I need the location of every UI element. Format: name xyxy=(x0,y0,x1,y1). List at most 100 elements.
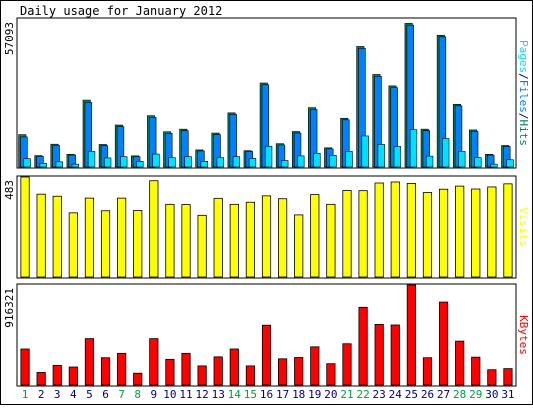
bar-visits-day-7 xyxy=(117,197,127,278)
x-tick-label-day-9: 9 xyxy=(151,388,158,401)
bar-visits-day-17 xyxy=(278,198,288,278)
bar-pages-day-7 xyxy=(120,156,128,168)
bar-kbytes-day-16 xyxy=(261,324,272,386)
bar-visits-day-26 xyxy=(422,192,433,278)
legend-entry-files: Files xyxy=(517,80,530,113)
bar-visits-day-8 xyxy=(133,210,143,278)
x-tick-label-day-7: 7 xyxy=(118,388,125,401)
bar-visits-day-3 xyxy=(52,195,62,278)
bar-pages-day-18 xyxy=(297,155,305,168)
x-tick-label-day-24: 24 xyxy=(389,388,403,401)
bar-kbytes-day-1 xyxy=(20,348,30,386)
bar-visits-day-10 xyxy=(165,203,175,278)
bar-pages-day-22 xyxy=(361,135,369,168)
bar-kbytes-day-24 xyxy=(390,324,400,386)
x-tick-label-day-18: 18 xyxy=(292,388,305,401)
bar-visits-day-29 xyxy=(471,188,481,278)
bar-kbytes-day-20 xyxy=(326,363,336,386)
bar-pages-day-21 xyxy=(345,151,353,168)
bar-kbytes-day-6 xyxy=(100,357,111,386)
bar-pages-day-19 xyxy=(313,152,321,168)
x-tick-label-day-15: 15 xyxy=(244,388,257,401)
bar-pages-day-13 xyxy=(216,157,224,168)
bar-visits-day-4 xyxy=(68,212,78,278)
chart-panels: 57093Pages/Files/Hits483Visits916321KByt… xyxy=(3,17,530,387)
bar-kbytes-day-15 xyxy=(245,365,255,386)
bar-visits-day-16 xyxy=(261,195,272,278)
bar-visits-day-27 xyxy=(438,188,449,278)
bar-kbytes-day-19 xyxy=(310,346,320,386)
bar-visits-day-13 xyxy=(213,197,223,278)
bar-pages-day-4 xyxy=(71,163,80,168)
bar-visits-day-21 xyxy=(342,190,352,278)
x-tick-label-day-11: 11 xyxy=(179,388,192,401)
bar-visits-day-2 xyxy=(36,193,46,278)
x-tick-label-day-6: 6 xyxy=(102,388,109,401)
bar-visits-day-23 xyxy=(374,182,384,278)
bar-visits-day-1 xyxy=(20,176,30,278)
panel-max-label-hits: 57093 xyxy=(3,22,16,55)
x-tick-label-day-12: 12 xyxy=(195,388,208,401)
x-tick-label-day-13: 13 xyxy=(212,388,225,401)
x-tick-label-day-21: 21 xyxy=(340,388,353,401)
bar-kbytes-day-29 xyxy=(471,356,481,386)
x-tick-label-day-31: 31 xyxy=(501,388,514,401)
x-tick-label-day-16: 16 xyxy=(260,388,273,401)
bar-visits-day-6 xyxy=(100,210,111,278)
bar-visits-day-15 xyxy=(245,201,255,278)
x-tick-label-day-19: 19 xyxy=(308,388,321,401)
x-axis-day-labels: 1 2 3 4 5 6 7 8 9 10 11 12 13 14 15 16 17 18 19 20 21 22 23 24 2… xyxy=(22,388,515,401)
panel-max-label-kbytes: 916321 xyxy=(3,288,16,328)
legend-entry-hits: Hits xyxy=(517,120,530,147)
x-tick-label-day-4: 4 xyxy=(70,388,77,401)
x-tick-label-day-23: 23 xyxy=(373,388,386,401)
bar-pages-day-9 xyxy=(152,153,160,168)
bar-pages-day-24 xyxy=(393,146,402,168)
bar-visits-day-28 xyxy=(455,185,465,278)
bar-kbytes-day-7 xyxy=(117,352,127,386)
legend-entry-pages: Pages xyxy=(517,40,530,73)
bar-visits-day-9 xyxy=(149,180,159,278)
bar-visits-day-30 xyxy=(487,186,497,278)
bar-kbytes-day-22 xyxy=(358,306,368,386)
bar-pages-day-11 xyxy=(184,156,192,168)
x-tick-label-day-14: 14 xyxy=(228,388,242,401)
bar-pages-day-30 xyxy=(490,163,498,168)
panel-legend-hits: Pages/Files/Hits xyxy=(517,40,530,146)
x-tick-label-day-30: 30 xyxy=(485,388,498,401)
bar-kbytes-day-17 xyxy=(278,358,288,386)
x-tick-label-day-25: 25 xyxy=(405,388,418,401)
x-tick-label-day-29: 29 xyxy=(469,388,482,401)
bar-pages-day-6 xyxy=(103,157,112,168)
bar-kbytes-day-9 xyxy=(149,338,159,386)
panel-legend-kbytes: KBytes xyxy=(517,315,530,355)
legend-entry-separator: / xyxy=(517,73,530,80)
legend-entry-separator: / xyxy=(517,113,530,120)
legend-entry-kbytes: KBytes xyxy=(517,315,530,355)
bar-visits-day-25 xyxy=(406,183,416,278)
x-tick-label-day-1: 1 xyxy=(22,388,29,401)
bar-kbytes-day-14 xyxy=(229,348,239,386)
chart-title: Daily usage for January 2012 xyxy=(20,4,222,18)
bar-pages-day-27 xyxy=(441,138,450,168)
bar-pages-day-23 xyxy=(377,144,385,168)
bar-pages-day-29 xyxy=(474,157,482,168)
bar-kbytes-day-31 xyxy=(503,368,513,386)
x-tick-label-day-17: 17 xyxy=(276,388,289,401)
bar-visits-day-11 xyxy=(181,204,191,278)
bar-pages-day-26 xyxy=(425,155,434,168)
x-tick-label-day-20: 20 xyxy=(324,388,337,401)
x-tick-label-day-2: 2 xyxy=(38,388,45,401)
bar-visits-day-20 xyxy=(326,203,336,278)
bar-pages-day-28 xyxy=(458,151,466,168)
bar-visits-day-12 xyxy=(197,214,207,278)
bar-pages-day-25 xyxy=(409,129,418,168)
x-tick-label-day-5: 5 xyxy=(86,388,93,401)
bar-kbytes-day-23 xyxy=(374,324,384,386)
x-tick-label-day-28: 28 xyxy=(453,388,466,401)
bar-kbytes-day-25 xyxy=(406,284,416,386)
bar-pages-day-17 xyxy=(281,160,289,168)
legend-entry-visits: Visits xyxy=(517,207,530,247)
